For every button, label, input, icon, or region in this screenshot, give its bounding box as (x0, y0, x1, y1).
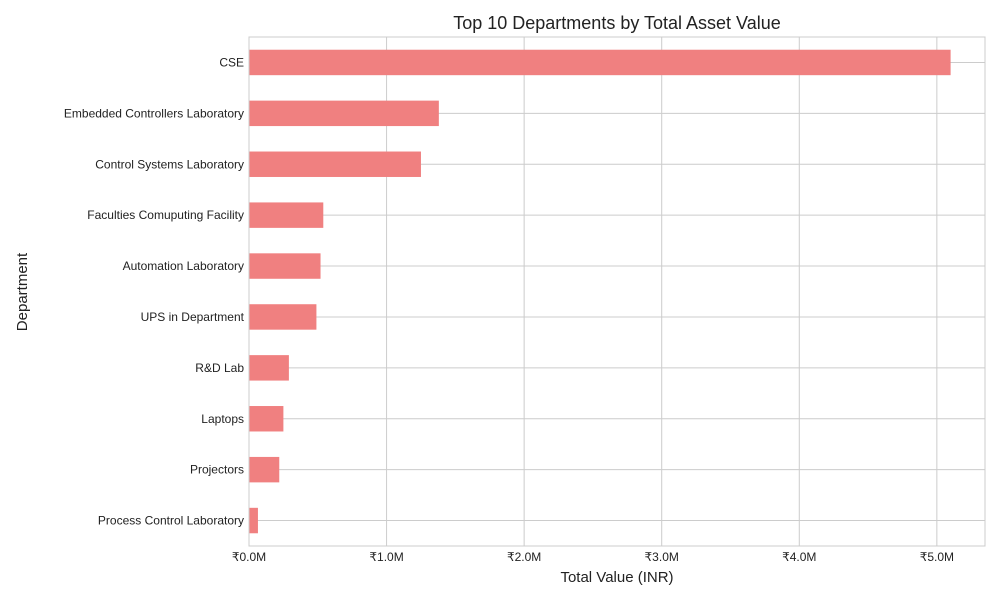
y-tick-label: Laptops (201, 412, 244, 426)
plot-frame (248, 36, 986, 547)
bar (249, 304, 317, 330)
x-tick-label: ₹1.0M (369, 550, 403, 564)
x-tick-labels: ₹0.0M ₹1.0M ₹2.0M ₹3.0M ₹4.0M ₹5.0M (232, 550, 954, 564)
bar (249, 507, 258, 534)
x-tick-label: ₹2.0M (507, 550, 541, 564)
y-tick-label: Embedded Controllers Laboratory (64, 106, 244, 120)
bar (249, 151, 421, 177)
x-tick-label: ₹0.0M (232, 550, 266, 564)
y-tick-label: R&D Lab (195, 361, 244, 375)
bar (249, 406, 284, 432)
bar (249, 202, 324, 228)
bar (249, 100, 439, 127)
y-tick-label: CSE (219, 55, 244, 69)
y-tick-label: Projectors (190, 463, 244, 477)
bar (249, 355, 289, 381)
x-tick-label: ₹5.0M (920, 550, 954, 564)
y-tick-label: Automation Laboratory (123, 259, 244, 273)
x-axis-label: Total Value (INR) (560, 569, 673, 586)
grid-layer (248, 37, 985, 546)
y-axis-label: Department (14, 252, 31, 331)
bar (249, 253, 321, 279)
y-tick-label: Faculties Comuputing Facility (87, 208, 244, 222)
y-tick-label: Process Control Laboratory (98, 514, 244, 528)
chart-title: Top 10 Departments by Total Asset Value (453, 13, 781, 33)
bar (249, 49, 951, 76)
bar (249, 456, 280, 483)
bars-layer (249, 49, 951, 534)
y-tick-label: UPS in Department (141, 310, 245, 324)
x-tick-label: ₹3.0M (645, 550, 679, 564)
y-tick-label: Control Systems Laboratory (95, 157, 244, 171)
y-tick-labels: CSE Embedded Controllers Laboratory Contro… (64, 55, 245, 527)
x-tick-label: ₹4.0M (782, 550, 816, 564)
